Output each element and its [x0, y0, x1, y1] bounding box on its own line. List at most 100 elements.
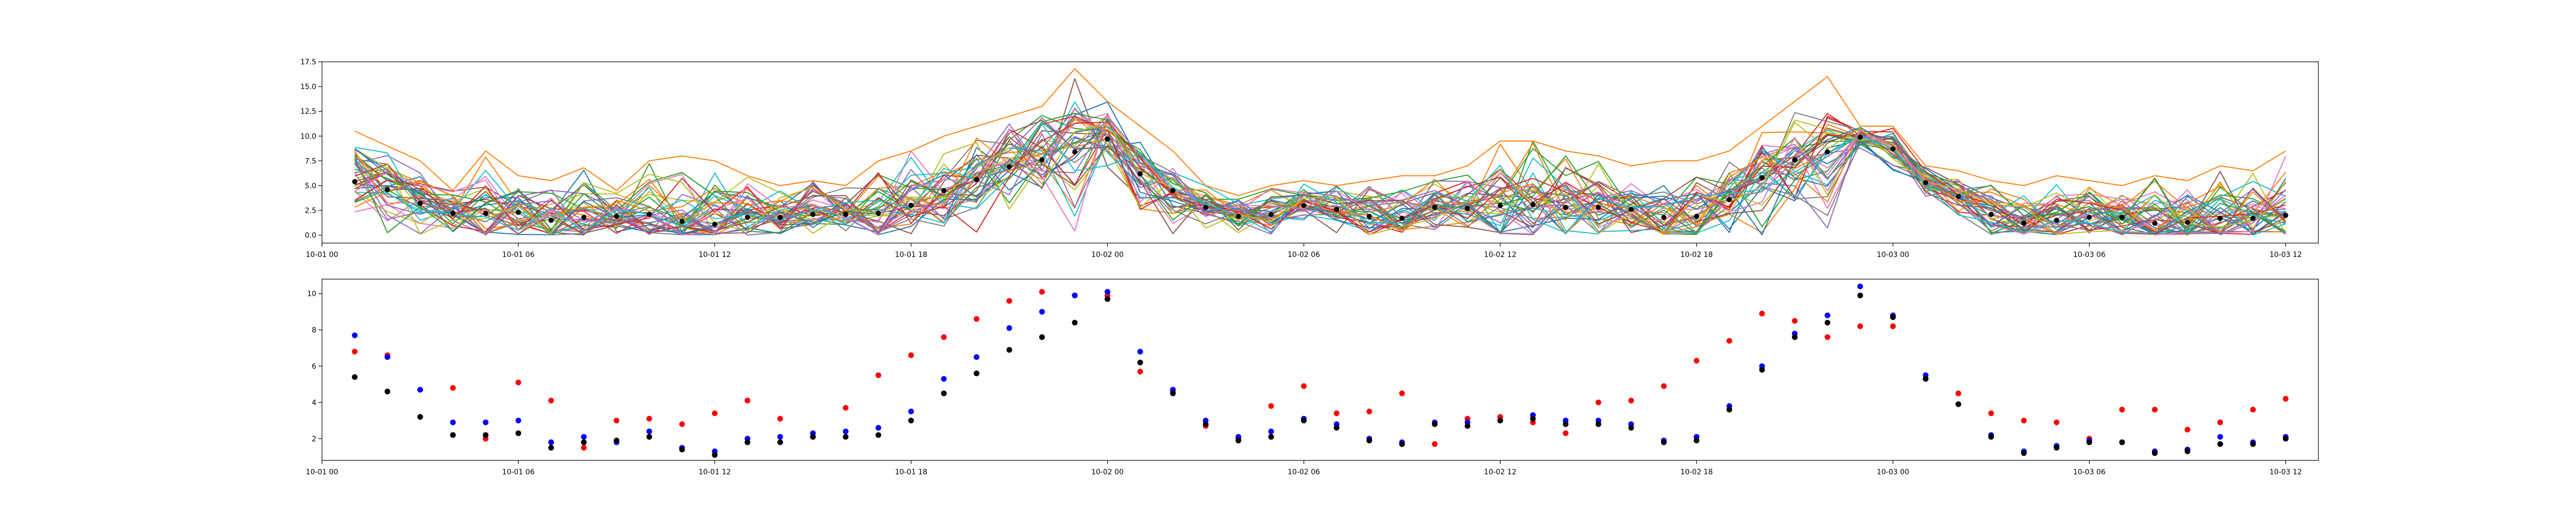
scatter-point-series-2 — [515, 418, 521, 424]
scatter-point-series-3 — [941, 390, 947, 397]
top-xtick-label: 10-02 00 — [1091, 251, 1124, 259]
scatter-point-series-3 — [1170, 390, 1176, 397]
mean-point — [1694, 214, 1699, 219]
scatter-point-series-2 — [908, 408, 914, 415]
scatter-point-series-1 — [875, 372, 882, 379]
mean-point — [974, 177, 979, 182]
mean-point — [1890, 146, 1896, 152]
scatter-point-series-2 — [1268, 428, 1274, 435]
scatter-point-series-1 — [1988, 410, 1994, 416]
mean-point — [2250, 215, 2256, 221]
mean-point — [1857, 134, 1863, 140]
scatter-point-series-1 — [1857, 323, 1863, 329]
mean-point — [2152, 220, 2158, 226]
mean-point — [483, 211, 488, 216]
scatter-point-series-1 — [1039, 289, 1045, 295]
scatter-point-series-3 — [1661, 439, 1667, 445]
scatter-point-series-3 — [614, 437, 620, 443]
scatter-point-series-2 — [1137, 349, 1143, 355]
scatter-point-series-1 — [1759, 311, 1765, 317]
scatter-point-series-1 — [2151, 406, 2158, 413]
bottom-ytick-label: 6 — [312, 363, 316, 371]
scatter-point-series-3 — [417, 414, 423, 420]
scatter-point-series-3 — [2119, 439, 2125, 445]
top-xtick-label: 10-02 18 — [1681, 251, 1713, 259]
scatter-point-series-3 — [1563, 421, 1569, 427]
mean-point — [1203, 204, 1209, 210]
scatter-point-series-3 — [1726, 406, 1733, 413]
scatter-point-series-3 — [548, 444, 554, 451]
scatter-point-series-3 — [1072, 320, 1078, 325]
scatter-point-series-3 — [515, 430, 521, 436]
mean-point — [679, 218, 685, 224]
scatter-point-series-3 — [1693, 437, 1700, 443]
scatter-point-series-1 — [1596, 399, 1601, 405]
series-line-36 — [354, 132, 2286, 235]
scatter-point-series-1 — [974, 316, 979, 322]
mean-point — [712, 221, 718, 227]
mean-point — [2087, 215, 2092, 220]
scatter-point-series-1 — [1006, 298, 1012, 304]
scatter-point-series-1 — [2283, 396, 2289, 402]
scatter-point-series-3 — [581, 439, 587, 445]
scatter-point-series-1 — [1726, 338, 1733, 344]
top-y-axis: 0.0 2.5 5.0 7.5 10.0 12.5 15.0 17.5 — [300, 58, 322, 240]
mean-point — [1923, 180, 1928, 185]
scatter-point-series-1 — [1955, 390, 1961, 397]
scatter-point-series-3 — [1759, 367, 1765, 373]
scatter-point-series-2 — [1824, 312, 1831, 318]
scatter-point-series-1 — [548, 398, 554, 404]
top-xtick-label: 10-02 12 — [1484, 251, 1516, 259]
scatter-point-series-1 — [352, 349, 358, 355]
scatter-point-series-1 — [1333, 410, 1340, 416]
bottom-xtick-label: 10-01 06 — [502, 468, 535, 476]
scatter-point-series-3 — [1955, 401, 1961, 407]
mean-point — [1792, 157, 1798, 163]
scatter-point-series-1 — [2119, 406, 2125, 413]
bottom-xtick-label: 10-01 18 — [895, 468, 927, 476]
top-x-axis: 10-01 00 10-01 06 10-01 12 10-01 18 10-02 00… — [306, 243, 2302, 259]
mean-point — [2021, 220, 2027, 226]
scatter-point-series-3 — [1497, 418, 1503, 424]
top-xtick-label: 10-01 00 — [306, 251, 338, 259]
scatter-point-series-3 — [1464, 423, 1470, 429]
bottom-xtick-label: 10-03 00 — [1877, 468, 1909, 476]
scatter-point-series-3 — [974, 370, 979, 376]
top-mean-markers — [352, 134, 2289, 227]
series-line-38 — [354, 134, 2286, 236]
scatter-point-series-1 — [2217, 419, 2223, 425]
scatter-point-series-3 — [2021, 450, 2027, 456]
scatter-point-series-3 — [777, 439, 783, 445]
scatter-point-series-2 — [417, 387, 423, 393]
scatter-point-series-3 — [1890, 314, 1896, 320]
mean-point — [1759, 175, 1765, 180]
top-ytick-label: 2.5 — [305, 207, 316, 215]
scatter-point-series-1 — [1661, 383, 1667, 389]
bottom-xtick-label: 10-03 12 — [2269, 468, 2302, 476]
bottom-xtick-label: 10-02 12 — [1484, 468, 1516, 476]
mean-point — [1301, 202, 1307, 208]
scatter-point-series-3 — [2250, 441, 2256, 447]
series-line-39 — [354, 122, 2286, 235]
bottom-ytick-label: 4 — [312, 399, 316, 407]
mean-point — [1138, 171, 1143, 177]
mean-point — [2283, 213, 2289, 218]
scatter-point-series-3 — [1988, 434, 1994, 440]
scatter-point-series-3 — [1857, 293, 1863, 299]
mean-point — [385, 187, 390, 193]
scatter-point-series-3 — [1824, 320, 1831, 325]
scatter-point-series-3 — [1792, 334, 1798, 340]
mean-point — [777, 215, 783, 220]
mean-point — [647, 212, 652, 217]
scatter-point-series-2 — [548, 439, 554, 445]
scatter-point-series-1 — [614, 418, 620, 424]
top-ytick-label: 15.0 — [300, 83, 316, 91]
mean-point — [1726, 197, 1732, 202]
series-line-max — [354, 68, 2286, 196]
scatter-point-series-1 — [1432, 441, 1438, 447]
scatter-point-series-2 — [646, 428, 652, 435]
scatter-point-series-2 — [842, 428, 849, 435]
scatter-point-series-2 — [875, 425, 882, 431]
